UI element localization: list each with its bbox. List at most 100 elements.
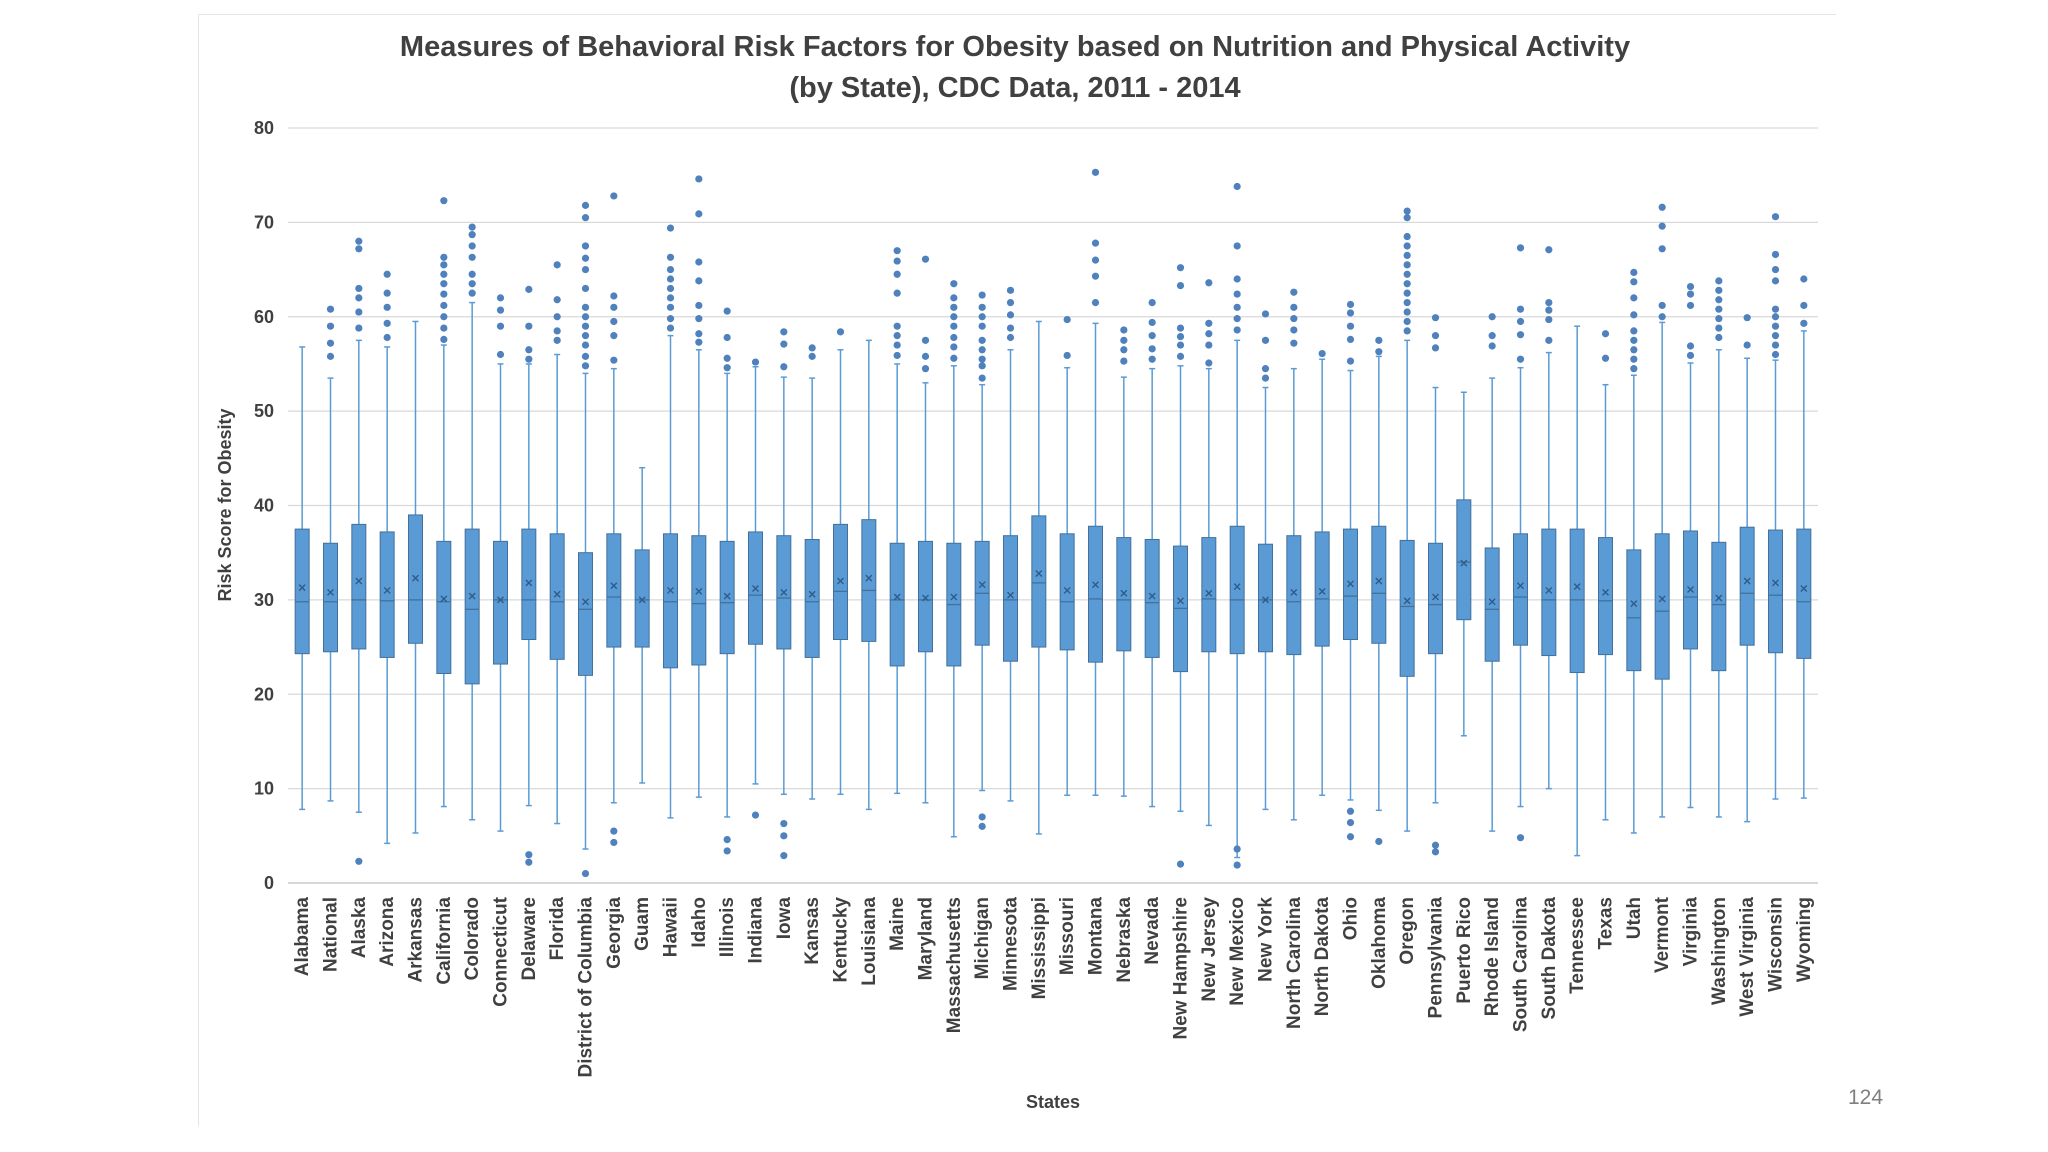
- outlier-point: [1658, 313, 1666, 321]
- outlier-point: [355, 857, 363, 865]
- box-new-hampshire: [1173, 264, 1188, 868]
- outlier-point: [1516, 317, 1525, 326]
- outlier-point: [1176, 860, 1185, 868]
- x-tick-label: North Dakota: [1312, 897, 1333, 1017]
- outlier-point: [326, 339, 335, 347]
- mean-marker: [440, 595, 448, 603]
- outlier-point: [1346, 357, 1355, 365]
- box-iqr: [294, 528, 310, 655]
- mean-marker: [922, 594, 929, 602]
- outlier-point: [780, 363, 788, 371]
- outlier-point: [610, 827, 618, 835]
- mean-marker: [1630, 600, 1638, 608]
- box-california: [436, 197, 452, 808]
- box-series: [294, 168, 1812, 878]
- x-tick-label: Puerto Rico: [1454, 897, 1475, 1004]
- outlier-point: [581, 869, 590, 878]
- outlier-point: [978, 813, 986, 821]
- outlier-point: [893, 247, 901, 255]
- outlier-point: [1403, 207, 1411, 215]
- box-iqr: [1654, 533, 1670, 680]
- outlier-point: [383, 333, 391, 342]
- outlier-point: [581, 303, 590, 311]
- outlier-point: [1771, 332, 1780, 340]
- outlier-point: [1290, 339, 1298, 347]
- outlier-point: [525, 858, 533, 866]
- outlier-point: [780, 328, 788, 336]
- outlier-point: [1771, 350, 1780, 359]
- box-hawaii: [663, 224, 678, 819]
- outlier-point: [1346, 819, 1355, 827]
- outlier-point: [893, 270, 901, 278]
- outlier-point: [1176, 264, 1185, 272]
- mean-marker: [1743, 577, 1751, 585]
- x-tick-label: Montana: [1086, 897, 1107, 976]
- x-tick-label: Washington: [1709, 897, 1730, 1005]
- outlier-point: [1771, 305, 1780, 313]
- mean-marker: [1772, 579, 1779, 587]
- y-tick-label: 0: [264, 873, 274, 893]
- outlier-point: [1290, 315, 1298, 323]
- box-iqr: [1513, 533, 1528, 646]
- box-ohio: [1343, 300, 1358, 841]
- box-new-mexico: [1229, 182, 1245, 869]
- mean-marker: [1545, 586, 1553, 594]
- outlier-point: [666, 253, 675, 261]
- x-tick-label: District of Columbia: [576, 897, 597, 1078]
- outlier-point: [1148, 345, 1156, 353]
- outlier-point: [950, 294, 958, 302]
- outlier-point: [440, 280, 448, 288]
- x-tick-label: Nevada: [1142, 897, 1163, 965]
- mean-marker: [808, 590, 816, 598]
- outlier-point: [666, 224, 675, 232]
- outlier-point: [893, 351, 901, 360]
- outlier-point: [1715, 296, 1723, 304]
- x-tick-label: Ohio: [1341, 897, 1362, 940]
- outlier-point: [610, 332, 618, 340]
- outlier-point: [581, 214, 590, 222]
- outlier-point: [921, 352, 930, 360]
- outlier-point: [1516, 244, 1525, 252]
- mean-marker: [1403, 597, 1411, 605]
- mean-marker: [1800, 585, 1808, 593]
- mean-marker: [1007, 591, 1014, 599]
- outlier-point: [950, 280, 958, 288]
- outlier-point: [893, 257, 901, 265]
- box-iqr: [1711, 541, 1727, 672]
- outlier-point: [581, 313, 590, 321]
- outlier-point: [383, 289, 391, 297]
- x-tick-label: South Carolina: [1511, 897, 1532, 1033]
- x-tick-label: Delaware: [519, 897, 540, 980]
- outlier-point: [1630, 365, 1638, 373]
- outlier-point: [950, 333, 958, 342]
- box-iqr: [861, 519, 877, 642]
- x-tick-label: Colorado: [462, 897, 483, 980]
- outlier-point: [978, 303, 986, 311]
- box-iqr: [351, 523, 367, 650]
- outlier-point: [1800, 301, 1808, 310]
- box-delaware: [521, 285, 537, 866]
- outlier-point: [440, 261, 448, 269]
- outlier-point: [1403, 214, 1411, 222]
- box-oklahoma: [1371, 336, 1387, 846]
- box-north-carolina: [1286, 288, 1302, 821]
- box-iowa: [776, 328, 792, 860]
- mean-marker: [1488, 598, 1496, 606]
- box-west-virginia: [1739, 314, 1755, 823]
- outlier-point: [468, 289, 476, 297]
- box-iqr: [1541, 528, 1557, 657]
- outlier-point: [1658, 203, 1666, 211]
- x-tick-label: Iowa: [774, 897, 795, 940]
- outlier-point: [780, 832, 788, 840]
- outlier-point: [950, 343, 958, 351]
- outlier-point: [723, 835, 731, 844]
- outlier-point: [1205, 319, 1213, 327]
- outlier-point: [1403, 232, 1411, 241]
- box-nebraska: [1116, 326, 1132, 797]
- y-tick-label: 20: [254, 684, 274, 704]
- outlier-point: [1233, 182, 1241, 191]
- outlier-point: [355, 294, 363, 302]
- mean-marker: [1318, 587, 1326, 595]
- mean-marker: [893, 593, 901, 601]
